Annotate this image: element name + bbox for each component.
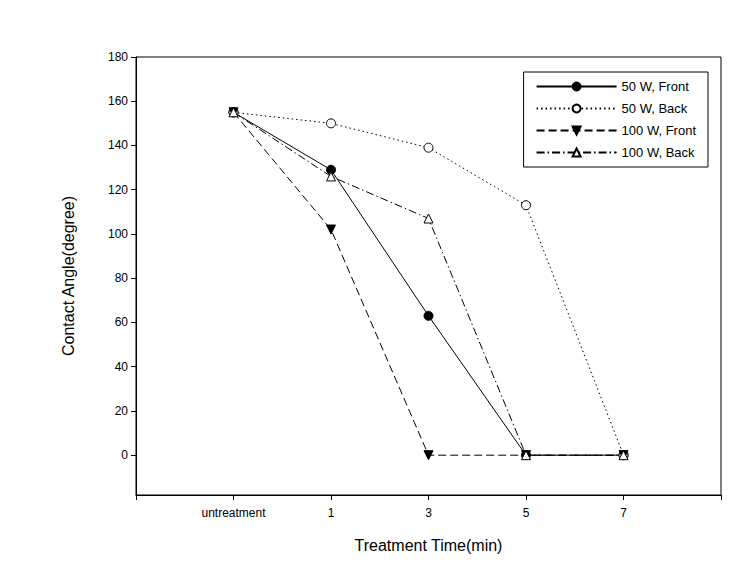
svg-text:1: 1 xyxy=(328,506,335,520)
svg-text:Treatment Time(min): Treatment Time(min) xyxy=(355,537,503,554)
svg-text:5: 5 xyxy=(523,506,530,520)
svg-text:60: 60 xyxy=(115,315,129,329)
svg-text:160: 160 xyxy=(108,94,128,108)
svg-text:120: 120 xyxy=(108,183,128,197)
svg-text:100 W, Back: 100 W, Back xyxy=(622,145,695,160)
svg-text:100: 100 xyxy=(108,227,128,241)
svg-text:0: 0 xyxy=(121,448,128,462)
svg-text:100 W, Front: 100 W, Front xyxy=(622,123,697,138)
svg-text:180: 180 xyxy=(108,50,128,64)
svg-text:Contact Angle(degree): Contact Angle(degree) xyxy=(60,196,77,356)
svg-text:140: 140 xyxy=(108,138,128,152)
svg-text:3: 3 xyxy=(425,506,432,520)
svg-text:20: 20 xyxy=(115,404,129,418)
svg-text:80: 80 xyxy=(115,271,129,285)
svg-text:7: 7 xyxy=(620,506,627,520)
svg-text:40: 40 xyxy=(115,360,129,374)
svg-text:50 W, Back: 50 W, Back xyxy=(622,101,688,116)
svg-text:untreatment: untreatment xyxy=(201,506,266,520)
svg-text:50 W, Front: 50 W, Front xyxy=(622,79,690,94)
